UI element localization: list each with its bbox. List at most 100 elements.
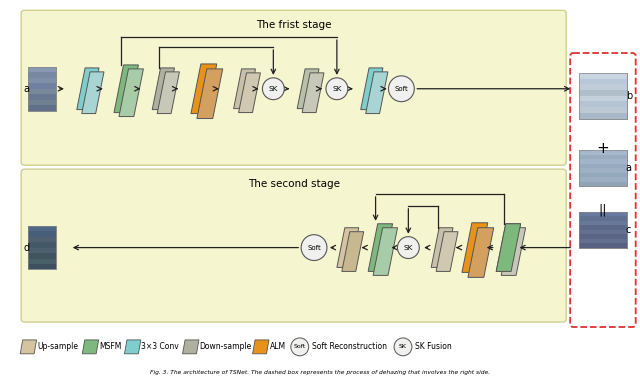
Polygon shape xyxy=(124,340,141,354)
Polygon shape xyxy=(152,68,175,110)
Polygon shape xyxy=(82,72,104,114)
Circle shape xyxy=(326,78,348,100)
Text: The second stage: The second stage xyxy=(248,179,340,189)
Text: Soft: Soft xyxy=(294,344,306,349)
Text: Soft: Soft xyxy=(394,86,408,92)
FancyBboxPatch shape xyxy=(579,225,627,230)
FancyBboxPatch shape xyxy=(579,221,627,225)
Polygon shape xyxy=(302,73,324,113)
FancyBboxPatch shape xyxy=(28,67,56,111)
FancyBboxPatch shape xyxy=(579,216,627,221)
FancyBboxPatch shape xyxy=(579,113,627,118)
Polygon shape xyxy=(83,340,99,354)
Text: ALM: ALM xyxy=(269,342,285,351)
FancyBboxPatch shape xyxy=(28,105,56,111)
FancyBboxPatch shape xyxy=(579,73,627,118)
Circle shape xyxy=(291,338,308,356)
FancyBboxPatch shape xyxy=(28,226,56,269)
FancyBboxPatch shape xyxy=(579,212,627,216)
FancyBboxPatch shape xyxy=(579,173,627,177)
Text: +: + xyxy=(596,141,609,156)
Text: SK: SK xyxy=(269,86,278,92)
FancyBboxPatch shape xyxy=(28,94,56,100)
Polygon shape xyxy=(496,224,520,272)
Circle shape xyxy=(388,76,414,101)
FancyBboxPatch shape xyxy=(579,96,627,101)
FancyBboxPatch shape xyxy=(579,177,627,182)
Text: The frist stage: The frist stage xyxy=(256,20,332,30)
FancyBboxPatch shape xyxy=(28,226,56,231)
Text: Soft Reconstruction: Soft Reconstruction xyxy=(312,342,387,351)
FancyBboxPatch shape xyxy=(579,150,627,155)
FancyBboxPatch shape xyxy=(28,89,56,94)
Polygon shape xyxy=(468,228,493,277)
FancyBboxPatch shape xyxy=(21,169,566,322)
Circle shape xyxy=(301,235,327,260)
FancyBboxPatch shape xyxy=(579,234,627,239)
FancyBboxPatch shape xyxy=(579,101,627,107)
FancyBboxPatch shape xyxy=(579,73,627,79)
FancyBboxPatch shape xyxy=(579,84,627,90)
Polygon shape xyxy=(253,340,269,354)
Polygon shape xyxy=(462,223,488,272)
FancyBboxPatch shape xyxy=(579,230,627,234)
Text: 3×3 Conv: 3×3 Conv xyxy=(141,342,179,351)
FancyBboxPatch shape xyxy=(579,239,627,243)
FancyBboxPatch shape xyxy=(579,182,627,186)
Polygon shape xyxy=(191,64,217,114)
FancyBboxPatch shape xyxy=(579,107,627,113)
FancyBboxPatch shape xyxy=(570,53,636,327)
FancyBboxPatch shape xyxy=(28,264,56,269)
FancyBboxPatch shape xyxy=(579,159,627,164)
Polygon shape xyxy=(234,69,255,109)
Circle shape xyxy=(397,237,419,259)
Polygon shape xyxy=(436,232,458,272)
Polygon shape xyxy=(239,73,260,113)
Polygon shape xyxy=(114,65,138,113)
Text: SK: SK xyxy=(404,245,413,250)
FancyBboxPatch shape xyxy=(28,259,56,264)
Polygon shape xyxy=(342,232,364,272)
Text: SK Fusion: SK Fusion xyxy=(415,342,452,351)
Text: a: a xyxy=(23,84,29,94)
Text: Soft: Soft xyxy=(307,245,321,250)
Text: Fig. 3. The architecture of TSNet. The dashed box represents the process of deha: Fig. 3. The architecture of TSNet. The d… xyxy=(150,370,490,375)
FancyBboxPatch shape xyxy=(28,231,56,237)
Polygon shape xyxy=(182,340,199,354)
Polygon shape xyxy=(157,72,179,114)
FancyBboxPatch shape xyxy=(579,212,627,247)
Circle shape xyxy=(262,78,284,100)
Text: SK: SK xyxy=(332,86,342,92)
Text: SK: SK xyxy=(399,344,407,349)
FancyBboxPatch shape xyxy=(579,168,627,173)
FancyBboxPatch shape xyxy=(28,253,56,259)
Polygon shape xyxy=(77,68,99,110)
Polygon shape xyxy=(373,228,397,275)
FancyBboxPatch shape xyxy=(28,242,56,247)
Polygon shape xyxy=(119,69,143,116)
FancyBboxPatch shape xyxy=(28,72,56,78)
Text: Up-sample: Up-sample xyxy=(37,342,78,351)
FancyBboxPatch shape xyxy=(579,79,627,84)
Polygon shape xyxy=(496,224,520,272)
FancyBboxPatch shape xyxy=(28,237,56,242)
Polygon shape xyxy=(431,228,453,267)
Polygon shape xyxy=(368,224,392,272)
FancyBboxPatch shape xyxy=(28,83,56,89)
FancyBboxPatch shape xyxy=(28,247,56,253)
Text: Down-sample: Down-sample xyxy=(200,342,252,351)
Polygon shape xyxy=(197,69,223,118)
FancyBboxPatch shape xyxy=(579,155,627,159)
Polygon shape xyxy=(297,69,319,109)
Polygon shape xyxy=(361,68,383,110)
Text: a: a xyxy=(626,163,632,173)
FancyBboxPatch shape xyxy=(579,243,627,247)
FancyBboxPatch shape xyxy=(28,67,56,72)
Polygon shape xyxy=(365,72,388,114)
Polygon shape xyxy=(337,228,358,267)
Polygon shape xyxy=(501,228,525,275)
FancyBboxPatch shape xyxy=(28,78,56,83)
FancyBboxPatch shape xyxy=(21,10,566,165)
Text: d: d xyxy=(23,242,29,253)
Text: MSFM: MSFM xyxy=(99,342,122,351)
